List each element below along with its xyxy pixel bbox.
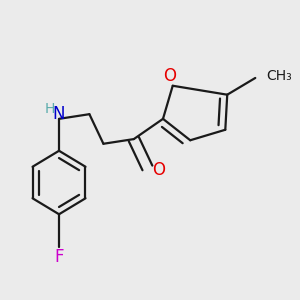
Text: CH₃: CH₃ bbox=[266, 69, 292, 83]
Text: O: O bbox=[153, 161, 166, 179]
Text: N: N bbox=[53, 105, 65, 123]
Text: F: F bbox=[54, 248, 64, 266]
Text: O: O bbox=[163, 67, 176, 85]
Text: H: H bbox=[45, 102, 55, 116]
